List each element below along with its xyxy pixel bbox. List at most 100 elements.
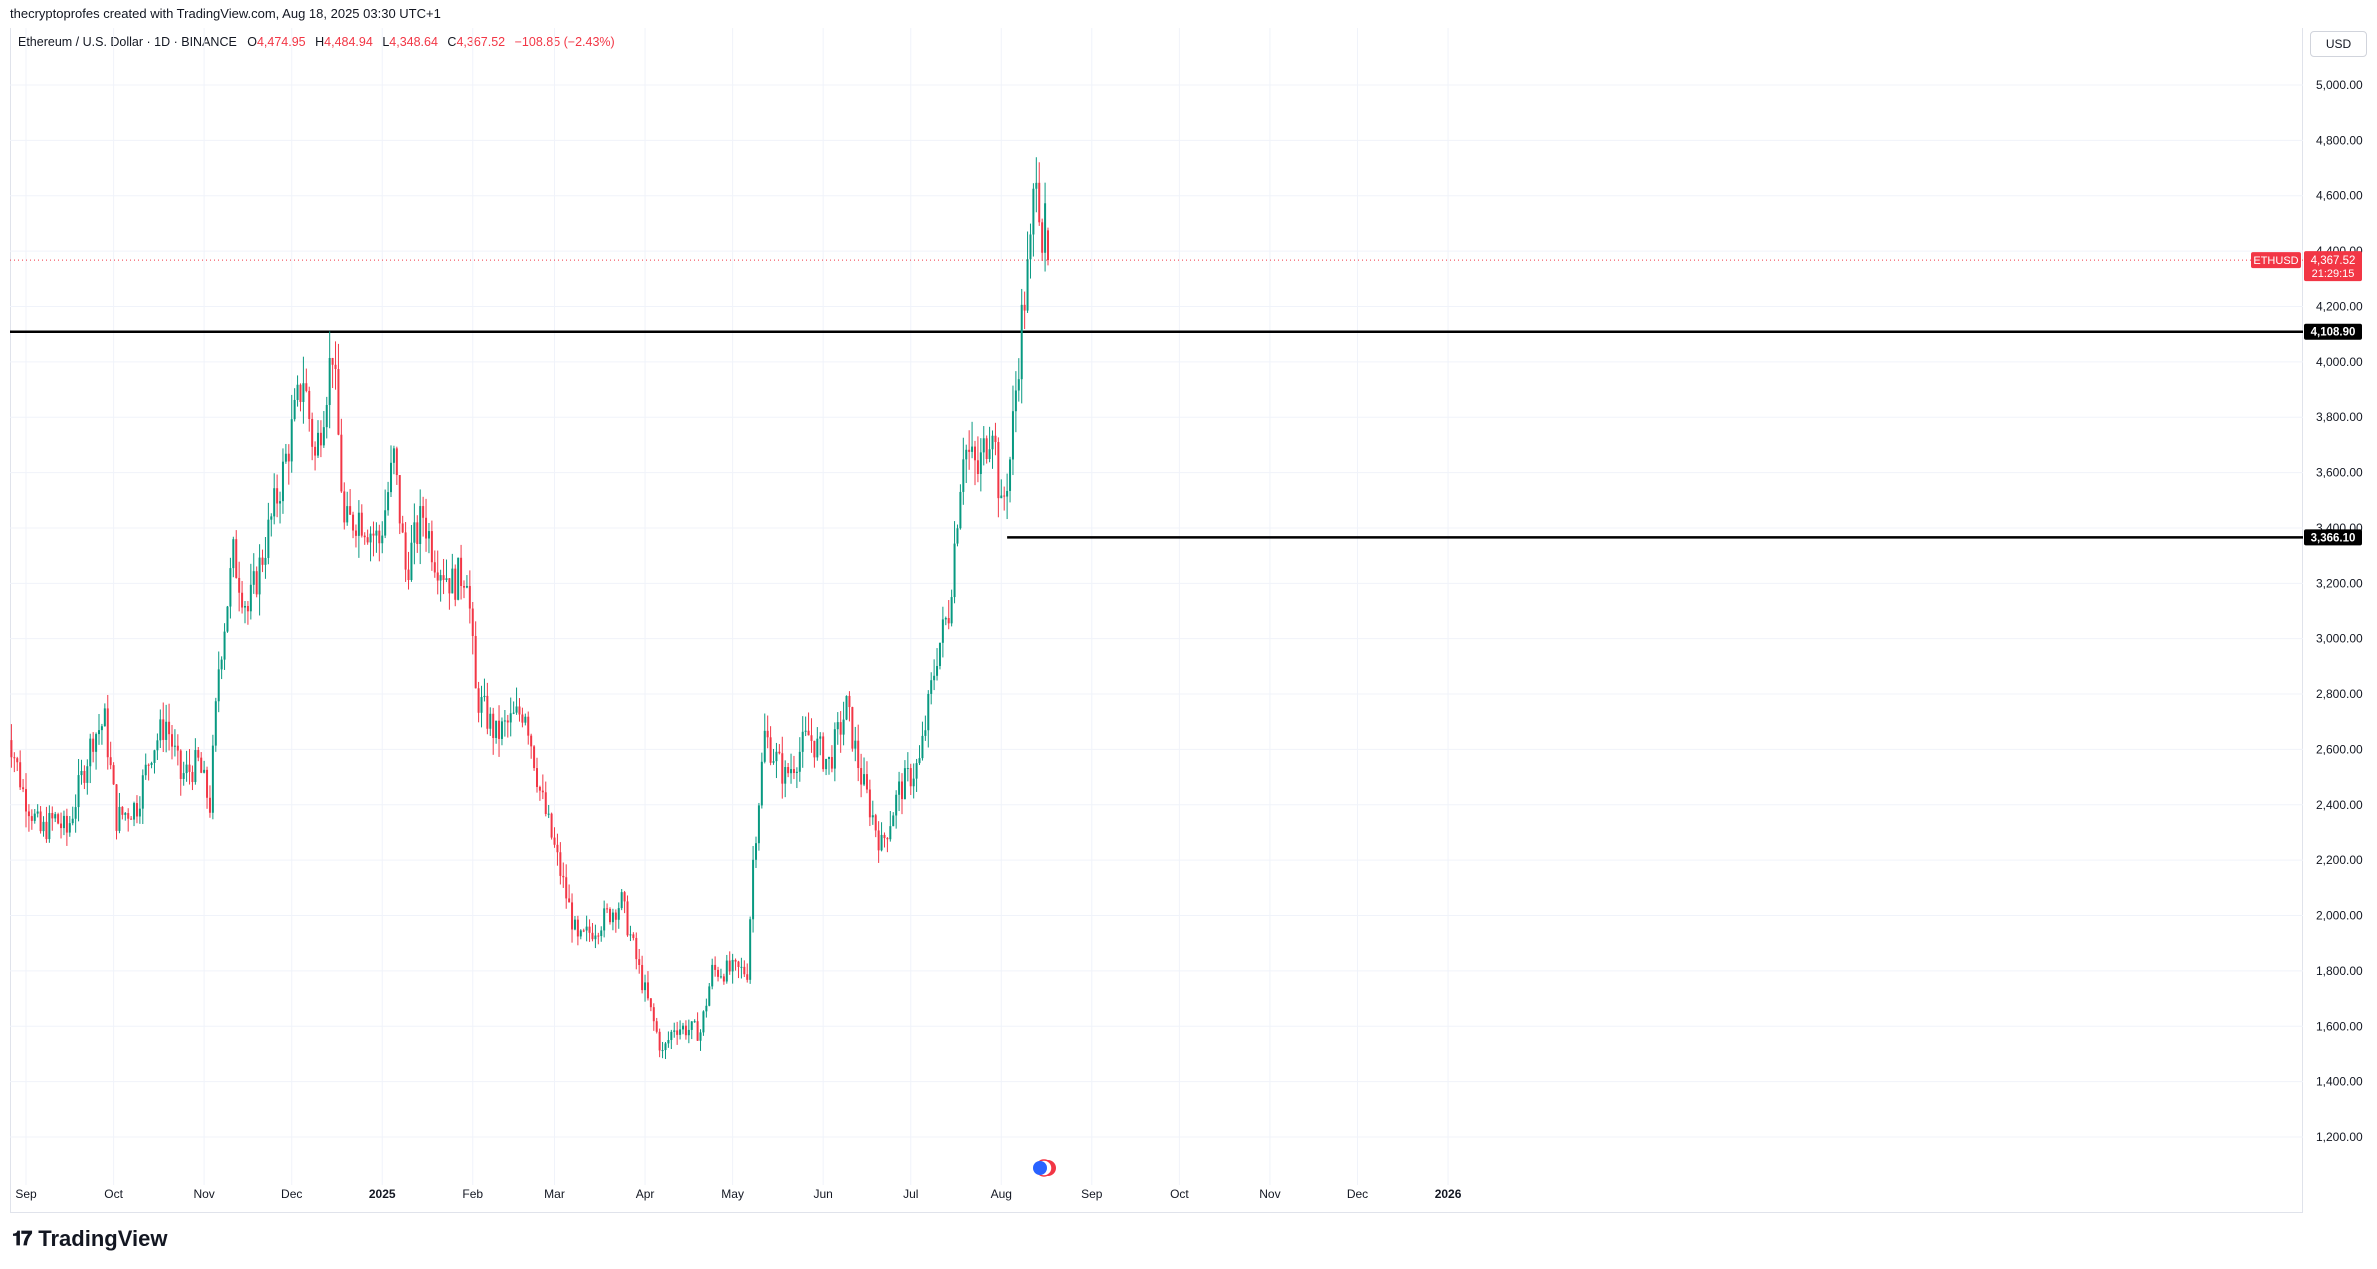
candle-body bbox=[971, 446, 974, 452]
candle-body bbox=[682, 1025, 684, 1030]
candle-body bbox=[495, 720, 498, 738]
candle-body bbox=[68, 823, 71, 833]
candle-body bbox=[422, 506, 425, 518]
candle-body bbox=[679, 1029, 682, 1035]
candle-body bbox=[719, 976, 722, 978]
candle-body bbox=[626, 901, 629, 936]
candle-body bbox=[352, 514, 355, 531]
candle-body bbox=[112, 765, 115, 785]
y-tick-label: 3,600.00 bbox=[2316, 466, 2363, 480]
x-tick-label: 2026 bbox=[1435, 1187, 1462, 1201]
candle-body bbox=[308, 390, 311, 419]
candle-body bbox=[331, 357, 334, 365]
candle-body bbox=[871, 815, 874, 818]
candle-body bbox=[416, 522, 419, 544]
candle-body bbox=[933, 675, 936, 681]
events-icon[interactable] bbox=[1033, 1159, 1056, 1177]
candle-body bbox=[603, 908, 606, 931]
candle-body bbox=[629, 934, 632, 936]
symbol-title[interactable]: Ethereum / U.S. Dollar · 1D · BINANCE bbox=[18, 35, 237, 49]
candle-body bbox=[214, 701, 217, 746]
high-value: 4,484.94 bbox=[324, 35, 373, 49]
candle-body bbox=[281, 461, 284, 502]
candle-body bbox=[425, 517, 428, 539]
candle-body bbox=[746, 974, 749, 980]
candle-body bbox=[804, 730, 807, 732]
candle-body bbox=[518, 706, 521, 715]
candle-body bbox=[159, 719, 162, 741]
candle-body bbox=[734, 959, 737, 962]
candle-body bbox=[684, 1025, 687, 1036]
candle-body bbox=[86, 766, 89, 783]
candle-body bbox=[994, 435, 997, 443]
candle-body bbox=[156, 740, 159, 751]
candle-body bbox=[550, 813, 553, 838]
y-tick-label: 3,200.00 bbox=[2316, 576, 2363, 590]
candle-body bbox=[617, 908, 620, 920]
candle-body bbox=[638, 959, 641, 965]
chart-frame bbox=[10, 28, 2303, 1213]
candle-body bbox=[801, 731, 804, 752]
candle-body bbox=[594, 935, 597, 940]
candle-body bbox=[100, 726, 103, 731]
candle-body bbox=[80, 770, 83, 776]
candle-body bbox=[410, 542, 413, 581]
candle-body bbox=[652, 1007, 655, 1022]
candle-body bbox=[874, 815, 877, 831]
candle-body bbox=[413, 522, 416, 543]
candle-body bbox=[305, 383, 308, 391]
candle-body bbox=[670, 1031, 673, 1041]
candle-body bbox=[1044, 203, 1047, 253]
candle-body bbox=[807, 730, 810, 736]
candle-body bbox=[921, 735, 924, 759]
level-price-label: 3,366.10 bbox=[2311, 532, 2356, 544]
candle-body bbox=[477, 688, 480, 713]
candle-body bbox=[792, 769, 795, 774]
y-tick-label: 5,000.00 bbox=[2316, 78, 2363, 92]
candle-body bbox=[740, 966, 743, 968]
candle-body bbox=[211, 745, 214, 813]
candle-body bbox=[1003, 495, 1006, 497]
candle-body bbox=[235, 539, 238, 578]
candle-body bbox=[790, 769, 793, 774]
y-tick-label: 2,200.00 bbox=[2316, 853, 2363, 867]
candle-body bbox=[503, 720, 506, 722]
candle-body bbox=[442, 575, 445, 580]
candle-body bbox=[924, 730, 927, 736]
candle-body bbox=[135, 803, 138, 817]
candle-body bbox=[314, 446, 317, 456]
candle-body bbox=[1035, 182, 1038, 189]
candle-body bbox=[798, 751, 801, 772]
candle-body bbox=[582, 930, 585, 932]
candle-body bbox=[349, 506, 352, 515]
candle-body bbox=[392, 448, 395, 463]
level-price-tag bbox=[2304, 323, 2362, 340]
candle-body bbox=[206, 769, 209, 798]
high-label: H bbox=[315, 35, 325, 49]
candle-body bbox=[439, 575, 442, 581]
candle-body bbox=[547, 813, 550, 815]
candle-body bbox=[909, 768, 912, 787]
candle-body bbox=[246, 605, 249, 612]
candle-body bbox=[938, 642, 941, 666]
candle-body bbox=[92, 738, 95, 752]
candle-body bbox=[611, 912, 614, 923]
x-tick-label: Oct bbox=[1170, 1187, 1189, 1201]
candle-body bbox=[743, 966, 746, 975]
candle-body bbox=[787, 767, 790, 774]
candle-body bbox=[702, 1011, 705, 1033]
candle-body bbox=[690, 1021, 693, 1030]
symbol-info-line: Ethereum / U.S. Dollar · 1D · BINANCE O4… bbox=[18, 35, 621, 49]
candle-body bbox=[226, 606, 229, 632]
currency-selector[interactable]: USD bbox=[2310, 31, 2367, 57]
candle-body bbox=[463, 586, 465, 588]
candle-body bbox=[1029, 234, 1032, 260]
candle-body bbox=[956, 528, 959, 544]
candle-body bbox=[708, 986, 711, 1006]
candle-body bbox=[311, 418, 314, 447]
candle-body bbox=[451, 568, 454, 594]
candle-body bbox=[623, 892, 626, 902]
candle-body bbox=[39, 811, 42, 832]
event-flag-circle bbox=[1033, 1161, 1047, 1175]
